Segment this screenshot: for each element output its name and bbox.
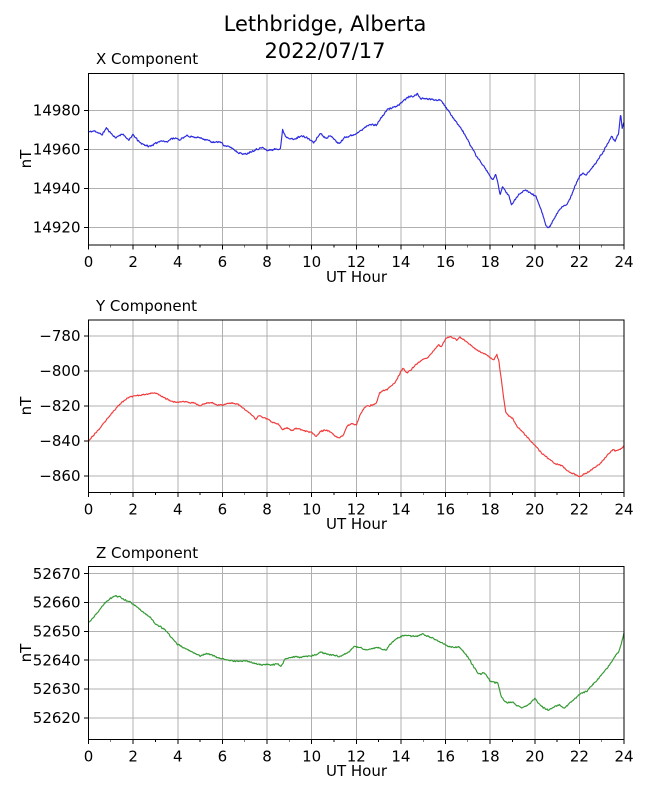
y-tick-label: 52670: [33, 565, 81, 583]
subplot-title-y-component: Y Component: [96, 297, 198, 315]
x-tick-label: 18: [481, 253, 500, 271]
y-tick-label: 52660: [33, 594, 81, 612]
x-tick-label: 4: [173, 253, 183, 271]
x-tick-label: 2: [128, 501, 138, 519]
y-tick-label: −860: [39, 467, 80, 485]
y-tick-label: −800: [39, 362, 80, 380]
data-line: [87, 92, 625, 229]
y-tick-label: 52620: [33, 709, 81, 727]
x-tick-label: 8: [262, 501, 272, 519]
x-tick-label: 12: [347, 748, 366, 766]
x-axis-label-y-plot: UT Hour: [325, 515, 388, 533]
x-tick-label: 24: [614, 748, 633, 766]
x-tick-label: 22: [570, 748, 589, 766]
y-tick-label: −820: [39, 397, 80, 415]
x-tick-label: 22: [570, 501, 589, 519]
y-axis-label-y-plot: nT: [17, 396, 35, 416]
x-tick-label: 8: [262, 253, 272, 271]
x-tick-label: 18: [481, 748, 500, 766]
y-tick-label: 14960: [33, 141, 81, 159]
x-tick-label: 14: [391, 253, 410, 271]
x-tick-label: 2: [128, 748, 138, 766]
x-tick-label: 12: [347, 501, 366, 519]
y-component-plot: 0 2 4 6 8 10 12 14 16 18 20 22 24−780−800−820−840−86…: [39, 319, 634, 519]
x-tick-label: 0: [84, 748, 94, 766]
y-tick-label: −780: [39, 327, 80, 345]
x-tick-label: 0: [84, 253, 94, 271]
x-tick-label: 18: [481, 501, 500, 519]
figure-title: Lethbridge, Alberta 2022/07/17: [0, 11, 650, 65]
x-tick-label: 4: [173, 748, 183, 766]
x-tick-label: 14: [391, 748, 410, 766]
figure-title-location: Lethbridge, Alberta: [223, 12, 427, 36]
x-axis-label-z-plot: UT Hour: [325, 762, 388, 780]
x-tick-label: 10: [302, 501, 321, 519]
subplot-title-z-component: Z Component: [96, 544, 199, 562]
z-component-plot: 0 2 4 6 8 10 12 14 16 18 20 22 245262052630526405265…: [33, 565, 634, 766]
x-tick-label: 10: [302, 253, 321, 271]
x-tick-label: 22: [570, 253, 589, 271]
y-axis-label-z-plot: nT: [17, 643, 35, 663]
x-tick-label: 20: [525, 501, 544, 519]
x-component-plot: 0 2 4 6 8 10 12 14 16 18 20 22 241492014940149601498…: [33, 73, 634, 271]
y-tick-label: 14940: [33, 180, 81, 198]
y-tick-label: 14920: [33, 219, 81, 237]
x-tick-label: 24: [614, 501, 633, 519]
x-tick-label: 2: [128, 253, 138, 271]
y-tick-label: 52630: [33, 680, 81, 698]
data-line: [87, 594, 625, 712]
subplot-title-x-component: X Component: [96, 50, 199, 68]
x-axis-label-x-plot: UT Hour: [325, 268, 388, 286]
x-tick-label: 16: [436, 253, 455, 271]
x-tick-label: 6: [218, 501, 228, 519]
x-tick-label: 0: [84, 501, 94, 519]
x-tick-label: 6: [218, 748, 228, 766]
x-tick-label: 16: [436, 501, 455, 519]
y-tick-label: −840: [39, 432, 80, 450]
y-tick-label: 52640: [33, 651, 81, 669]
y-axis-label-x-plot: nT: [17, 149, 35, 169]
y-tick-label: 52650: [33, 623, 81, 641]
x-tick-label: 6: [218, 253, 228, 271]
x-tick-label: 10: [302, 748, 321, 766]
x-tick-label: 12: [347, 253, 366, 271]
x-tick-label: 20: [525, 748, 544, 766]
x-tick-label: 16: [436, 748, 455, 766]
x-tick-label: 4: [173, 501, 183, 519]
figure-title-date: 2022/07/17: [264, 39, 386, 63]
x-tick-label: 14: [391, 501, 410, 519]
data-line: [87, 335, 625, 478]
x-tick-label: 24: [614, 253, 633, 271]
y-tick-label: 14980: [33, 102, 81, 120]
x-tick-label: 20: [525, 253, 544, 271]
x-tick-label: 8: [262, 748, 272, 766]
